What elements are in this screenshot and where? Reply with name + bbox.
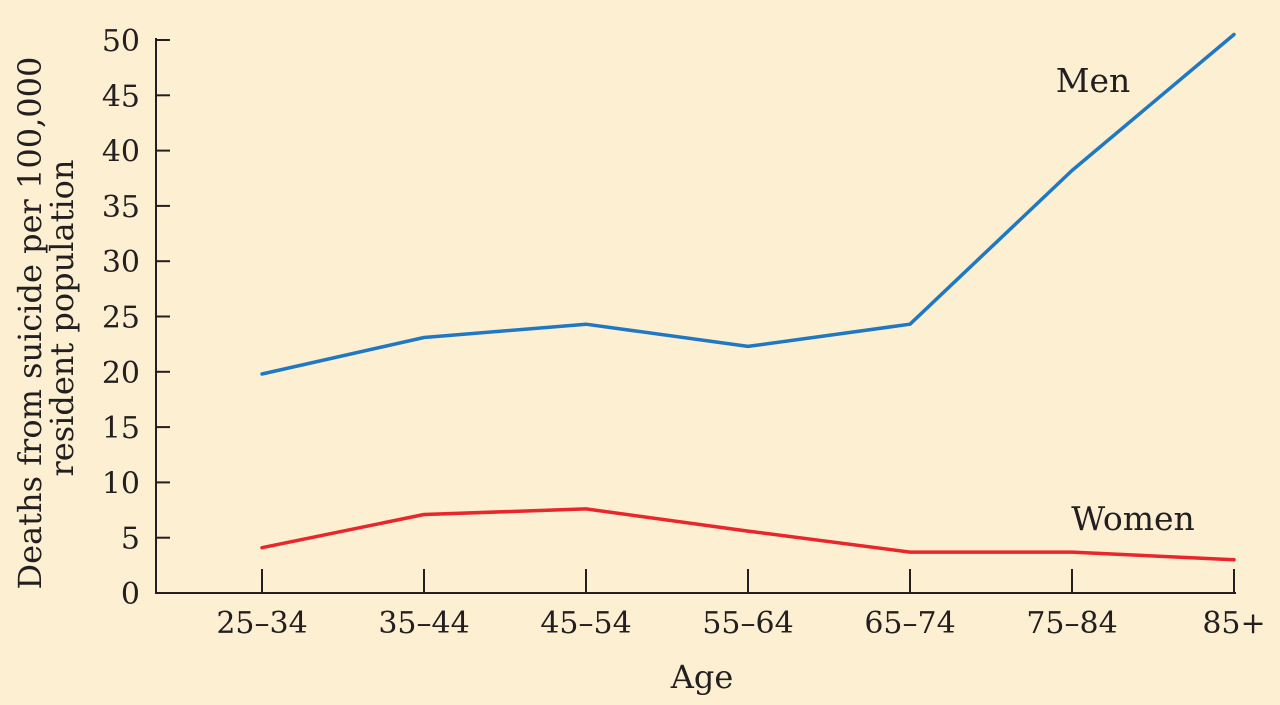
y-tick-label: 0 bbox=[121, 577, 140, 612]
y-axis-title-line-2: resident population bbox=[43, 159, 81, 476]
y-tick-label: 30 bbox=[102, 245, 140, 280]
series-label-men: Men bbox=[1056, 61, 1131, 100]
y-tick-label: 45 bbox=[102, 79, 140, 114]
y-tick-label: 20 bbox=[102, 356, 140, 391]
series-line-men bbox=[260, 32, 1236, 376]
x-tick-label: 65–74 bbox=[864, 606, 955, 641]
y-axis-ticks: 0 5 10 15 20 25 30 35 40 45 50 bbox=[102, 24, 170, 612]
y-tick-label: 25 bbox=[102, 301, 140, 336]
x-tick-label: 35–44 bbox=[378, 606, 469, 641]
x-axis-title: Age bbox=[670, 658, 734, 696]
y-axis-title-line-1: Deaths from suicide per 100,000 bbox=[11, 57, 49, 590]
x-tick-label: 45–54 bbox=[540, 606, 631, 641]
y-tick-label: 5 bbox=[121, 522, 140, 557]
series-line-women bbox=[260, 507, 1236, 562]
series-layer: Men Women bbox=[260, 32, 1236, 562]
y-tick-label: 40 bbox=[102, 135, 140, 170]
x-tick-label: 25–34 bbox=[216, 606, 307, 641]
y-tick-label: 50 bbox=[102, 24, 140, 59]
y-axis-title: Deaths from suicide per 100,000 resident… bbox=[11, 46, 81, 589]
x-tick-label: 85+ bbox=[1202, 606, 1265, 641]
series-label-women: Women bbox=[1071, 499, 1195, 538]
y-tick-label: 35 bbox=[102, 190, 140, 225]
y-tick-label: 10 bbox=[102, 466, 140, 501]
x-axis-ticks: 25–34 35–44 45–54 55–64 65–74 75–84 85+ bbox=[216, 569, 1266, 641]
x-tick-label: 75–84 bbox=[1026, 606, 1117, 641]
y-tick-label: 15 bbox=[102, 411, 140, 446]
x-tick-label: 55–64 bbox=[702, 606, 793, 641]
